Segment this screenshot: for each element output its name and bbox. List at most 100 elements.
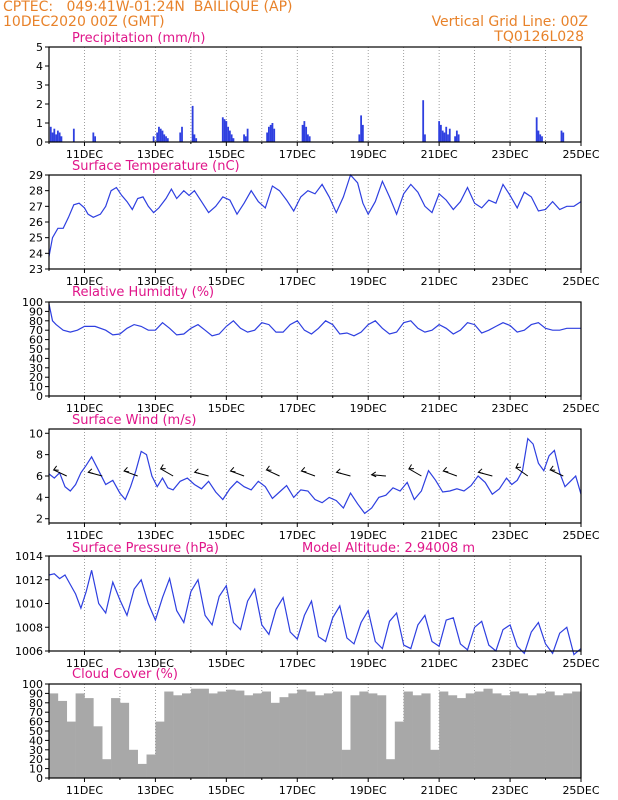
x-tick-label: 21DEC [421,784,458,797]
cloud-bar [84,698,94,778]
humidity-title: Relative Humidity (%) [72,285,214,300]
precip-bar [440,124,442,142]
wind-arrow [371,474,386,477]
precip-bar [56,130,59,142]
cloud-bar [483,688,493,778]
model-altitude-label: Model Altitude: 2.94008 m [302,541,475,556]
precip-bar [266,132,269,142]
cloud-bar [306,691,316,778]
precip-bar [161,130,164,142]
x-tick-label: 11DEC [66,275,103,288]
y-tick-label: 28 [29,185,43,198]
y-tick-label: 90 [29,305,43,318]
y-tick-label: 30 [29,744,43,757]
wind-arrow-head [229,466,236,473]
x-tick-label: 15DEC [208,275,245,288]
precip-bar [269,124,272,142]
wind-arrow [160,468,174,477]
precip-bar [179,132,182,142]
y-tick-label: 5 [36,41,43,54]
x-tick-label: 13DEC [137,275,174,288]
cloud-bar [199,688,209,778]
wind-series-line [48,437,582,515]
wind-arrow-head [408,464,414,470]
cloud-cover-title: Cloud Cover (%) [72,667,178,682]
cloud-bar [501,695,511,778]
precip-bar [537,130,540,142]
x-tick-label: 17DEC [279,784,316,797]
y-tick-label: 20 [29,371,43,384]
x-tick-label: 21DEC [421,275,458,288]
y-tick-label: 10 [29,763,43,776]
precip-bar [443,132,446,142]
cloud-bar [350,695,360,778]
cloud-bar [137,763,147,778]
precipitation-panel: Precipitation (mm/h) 0 1 2 3 4 5 11DEC 13DEC 15D… [36,31,600,161]
cloud-bar [297,689,307,778]
precip-bar [227,126,230,142]
precip-bar [243,134,245,142]
y-tick-label: 10 [29,381,43,394]
precip-bar [303,121,306,142]
x-tick-label: 21DEC [421,148,458,161]
cloud-bar [226,689,236,778]
x-tick-label: 23DEC [492,402,529,415]
x-tick-label: 25DEC [562,402,599,415]
cloud-bar [572,691,582,778]
cloud-bar [57,700,68,778]
y-tick-label: 8 [36,449,43,462]
cloud-bar [527,695,537,778]
cloud-bar [518,693,529,778]
cloud-bar [111,698,121,778]
cloud-bar [323,693,334,778]
precip-bar [191,105,194,142]
precip-bar [156,132,159,142]
wind-arrow-head [515,463,522,469]
precip-bar [358,134,361,142]
precip-bar [232,138,235,142]
cloud-bar [173,695,183,778]
precip-bar [195,138,198,142]
precip-bar [441,130,444,142]
x-tick-label: 19DEC [350,784,387,797]
wind-arrow [408,468,422,477]
y-tick-label: 1008 [15,621,43,634]
x-tick-label: 11DEC [66,657,103,670]
temp-series-line [48,173,582,257]
x-tick-label: 17DEC [279,657,316,670]
x-tick-label: 19DEC [350,657,387,670]
y-tick-label: 4 [36,491,43,504]
precip-bar [244,136,247,142]
cloud-bar [217,691,227,778]
x-tick-label: 17DEC [279,529,316,542]
cloud-bar [93,726,103,778]
precip-bar [223,119,226,142]
precip-bar [246,128,249,142]
cloud-bar [545,691,555,778]
x-tick-label: 13DEC [137,402,174,415]
cloud-bar [146,754,156,778]
y-tick-label: 26 [29,216,43,229]
y-tick-label: 1 [36,117,43,130]
y-tick-label: 0 [36,136,43,149]
precip-bar [562,132,565,142]
cloud-bar [235,690,245,778]
precip-bar [60,136,63,142]
cloud-bar [430,749,440,778]
precip-bar [267,126,270,142]
y-tick-label: 100 [22,296,43,309]
precip-bar [305,126,308,142]
cloud-bar [288,693,298,778]
cloud-bar [368,693,378,778]
grid-line-note: Vertical Grid Line: 00Z [431,14,588,30]
x-tick-label: 15DEC [208,529,245,542]
y-tick-label: 23 [29,263,43,276]
x-tick-label: 25DEC [562,148,599,161]
wind-arrow-head [442,466,449,473]
y-tick-label: 30 [29,362,43,375]
y-tick-label: 1014 [15,550,43,563]
wind-arrow-head [370,471,377,478]
cloud-bar [341,749,351,778]
precip-bar [49,126,52,142]
